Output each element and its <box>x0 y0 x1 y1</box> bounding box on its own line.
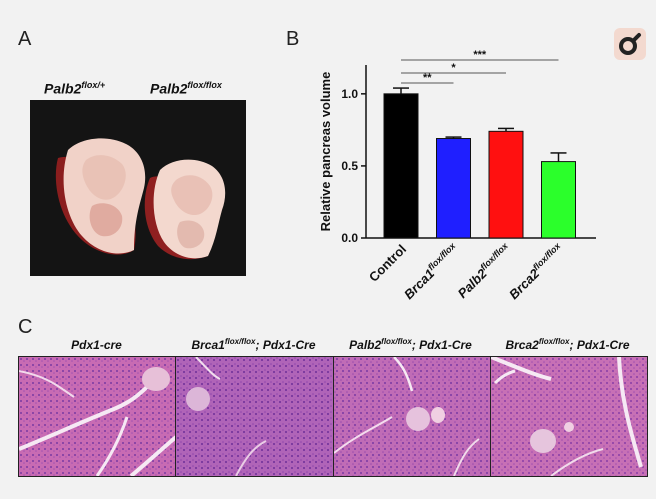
y-tick-label: 0.5 <box>341 159 358 173</box>
y-axis-label: Relative pancreas volume <box>318 72 333 232</box>
histology-row <box>18 356 648 477</box>
significance-label: ** <box>423 72 432 84</box>
pancreas-photo <box>30 100 246 276</box>
x-tick-label: Control <box>366 242 409 285</box>
panel-c-label: C <box>18 316 33 338</box>
histology-title-1: Pdx1-cre <box>71 338 122 352</box>
histology-image-pdx1-cre <box>19 357 176 476</box>
pancreas-photo-illustration <box>30 100 246 276</box>
magnifier-icon[interactable] <box>614 28 646 60</box>
x-tick-label: Brca1flox/flox <box>400 240 462 302</box>
x-tick-label: Brca2flox/flox <box>505 240 567 302</box>
y-tick-label: 1.0 <box>341 87 358 101</box>
chart-bars <box>383 87 576 239</box>
genotype-label-left: Palb2flox/+ <box>44 80 106 97</box>
bar <box>436 138 471 239</box>
histology-image-palb2 <box>332 357 490 476</box>
histology-title-4: Brca2flox/flox; Pdx1-Cre <box>505 337 630 352</box>
bar <box>383 93 419 239</box>
y-tick-label: 0.0 <box>341 231 358 245</box>
histology-image-brca2 <box>489 357 647 476</box>
histology-image-brca1 <box>175 357 333 476</box>
panel-a-label: A <box>18 28 32 50</box>
significance-label: *** <box>473 49 487 61</box>
significance-label: * <box>451 62 456 74</box>
genotype-label-right: Palb2flox/flox <box>150 80 222 97</box>
chart-significance: ****** <box>401 49 559 84</box>
histology-title-3: Palb2flox/flox; Pdx1-Cre <box>349 337 472 352</box>
bar <box>541 161 576 239</box>
panel-b-label: B <box>286 28 300 50</box>
chart-axes: 0.0 0.5 1.0 Relative pancreas volume <box>318 65 596 245</box>
chart-x-labels: ControlBrca1flox/floxPalb2flox/floxBrca2… <box>366 240 567 302</box>
bar <box>488 130 524 239</box>
histology-title-2: Brca1flox/flox; Pdx1-Cre <box>191 337 316 352</box>
